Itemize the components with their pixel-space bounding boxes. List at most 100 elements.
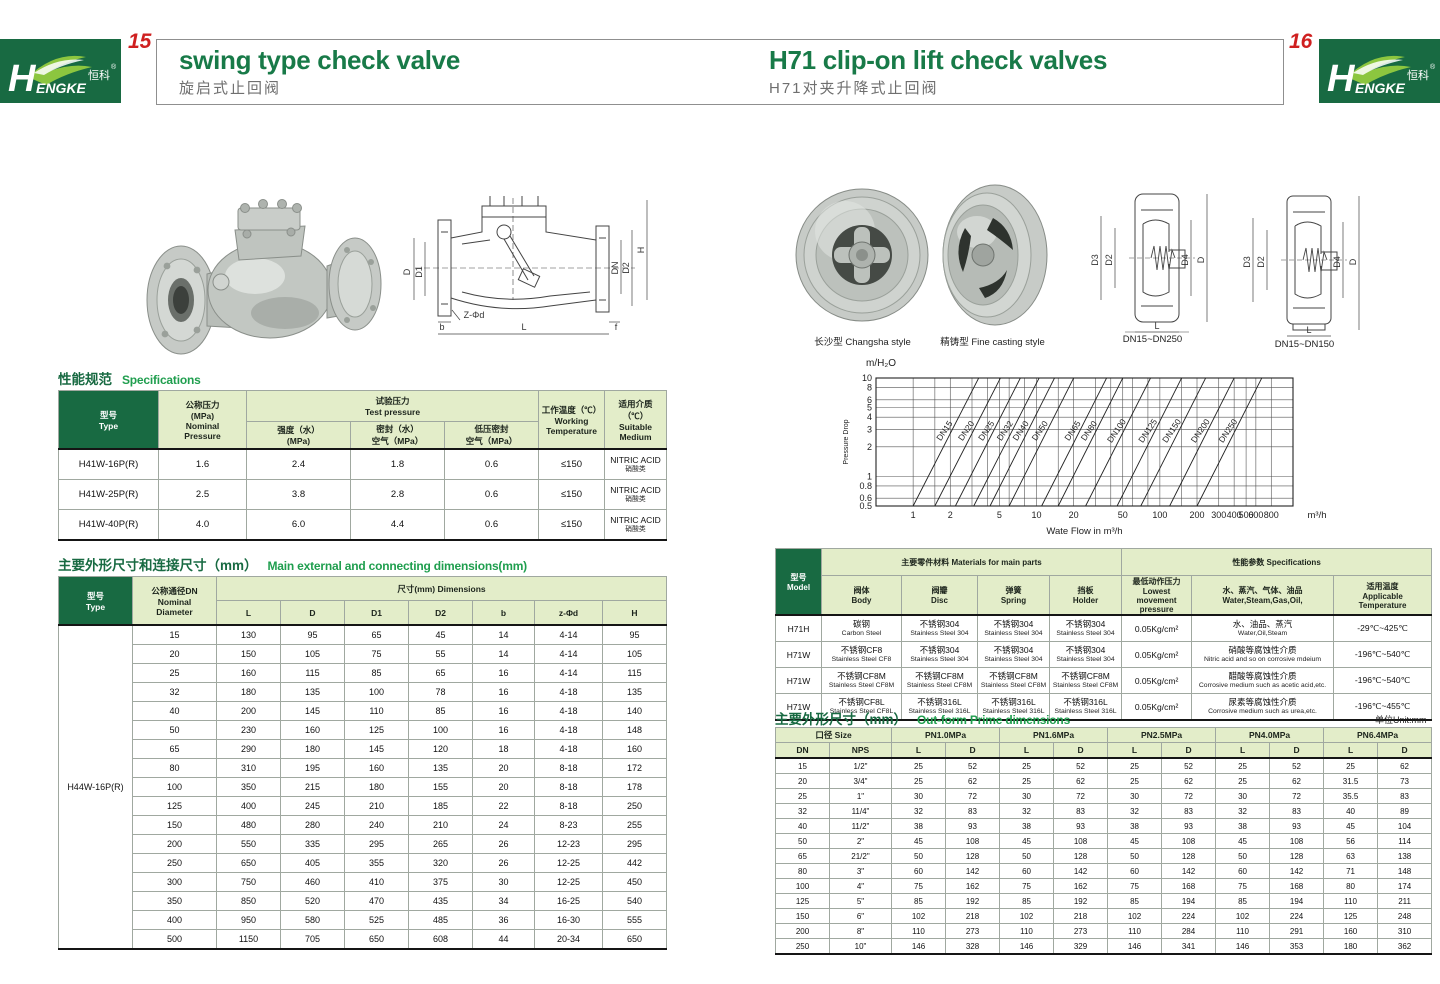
cell: 102: [1107, 908, 1163, 924]
cell: 442: [602, 853, 667, 873]
cell: 8-18: [534, 758, 603, 778]
cell: 135: [408, 758, 473, 778]
series-label: DN100: [1105, 417, 1128, 445]
wafer-valve-drawing-dn150: D3 D2 D4 D L: [1242, 195, 1360, 337]
cell: 114: [1377, 833, 1433, 849]
dim-label-D2: D2: [1104, 254, 1114, 266]
cell: 50: [891, 848, 946, 864]
cell: 22: [472, 796, 535, 816]
table-row: 100 350 215 180 155 20 8-18 178: [59, 777, 667, 797]
cell: 320: [408, 853, 473, 873]
cell: 218: [944, 908, 1001, 924]
x-tick-label: 400: [1227, 510, 1242, 520]
cell: 30: [1215, 788, 1271, 804]
cell: 31.5: [1323, 773, 1379, 789]
cell: 71: [1323, 863, 1379, 879]
cell: 75: [1215, 878, 1271, 894]
cell: 32: [132, 682, 217, 702]
cell: 30: [999, 788, 1055, 804]
cell: 1": [829, 788, 892, 804]
col-header-seal: 密封（水） 空气（MPa）: [350, 421, 445, 450]
cell: 85: [1215, 893, 1271, 909]
cell: 25: [1107, 757, 1163, 774]
y-tick-label: 1: [867, 471, 872, 481]
cell: 水、油品、蒸汽 Water,Oil,Steam: [1191, 614, 1335, 642]
cell: 52: [944, 757, 1001, 774]
cell: 328: [944, 938, 1001, 955]
cell: 60: [1107, 863, 1163, 879]
cell: 194: [1269, 893, 1325, 909]
cell: 128: [944, 848, 1001, 864]
cell: 102: [1215, 908, 1271, 924]
cell: 350: [216, 777, 281, 797]
cell: 4-18: [534, 739, 603, 759]
col-header-model: 型号 Model: [775, 548, 822, 616]
outform-heading-en: Out-form Prime dimensions: [917, 713, 1071, 727]
cell: 405: [280, 853, 345, 873]
cell: 95: [602, 624, 667, 645]
cell: 8-18: [534, 777, 603, 797]
cell: 38: [891, 818, 946, 834]
outform-section-heading: 主要外形尺寸（mm） Out-form Prime dimensions: [775, 708, 1070, 729]
cell: 60: [891, 863, 946, 879]
cell: 60: [1215, 863, 1271, 879]
cell: 185: [408, 796, 473, 816]
cell: 32: [775, 803, 830, 819]
x-tick-label: 10: [1031, 510, 1041, 520]
cell: 215: [280, 777, 345, 797]
cell: 50: [132, 720, 217, 740]
dim-label-D3: D3: [1242, 256, 1252, 268]
swing-check-valve-drawing: D D1 DN D2 H L b f Z-Φd: [402, 196, 648, 335]
cell: H41W-25P(R): [58, 479, 159, 510]
cell: 62: [1053, 773, 1109, 789]
cell: 160: [344, 758, 409, 778]
cell: 不锈钢316L Stainless Steel 316L: [901, 693, 978, 721]
cell: 不锈钢CF8M Stainless Steel CF8M: [977, 667, 1050, 694]
col-header-pn10: PN1.0MPa: [890, 727, 1001, 743]
cell: 不锈钢CF8M Stainless Steel CF8M: [1048, 667, 1123, 694]
table-row: H41W-16P(R) 1.6 2.4 1.8 0.6 ≤150 NITRIC ACID 硝酸…: [58, 448, 667, 480]
table-row: 400 950 580 525 485 36 16-30 555: [59, 910, 667, 930]
cell: 4-18: [534, 682, 603, 702]
cell: 32: [999, 803, 1055, 819]
cell: 102: [891, 908, 946, 924]
cell: 168: [1161, 878, 1217, 894]
cell: 341: [1161, 938, 1217, 955]
cell: 16: [472, 720, 535, 740]
cell: 211: [1377, 893, 1433, 909]
table-row: 500 1150 705 650 608 44 20-34 650: [59, 929, 667, 950]
cell: 750: [216, 872, 281, 892]
cell: 40: [775, 818, 830, 834]
cell: 62: [1161, 773, 1217, 789]
cell: 335: [280, 834, 345, 854]
right-page-title: H71 clip-on lift check valves H71对夹升降式止回…: [769, 46, 1107, 98]
cell: 72: [1269, 788, 1325, 804]
table-row: 80 3" 60 142 60 142 60 142 60 142 71 148: [775, 863, 1433, 879]
cell: 4-14: [534, 624, 603, 645]
cell: 24: [472, 815, 535, 835]
dim-label-b: b: [439, 322, 444, 332]
cell: 12-25: [534, 853, 603, 873]
cell: 不锈钢304 Stainless Steel 304: [1048, 614, 1123, 642]
swing-check-valve-photo: [146, 199, 382, 355]
cell: 56: [1323, 833, 1379, 849]
table-row: 350 850 520 470 435 34 16-25 540: [59, 891, 667, 911]
outform-dimensions-table: 口径 Size PN1.0MPa PN1.6MPa PN2.5MPa PN4.0…: [775, 727, 1433, 955]
sub-header-cell: L: [999, 742, 1055, 759]
dim-label-D4: D4: [1332, 256, 1342, 268]
cell: 250: [602, 796, 667, 816]
cell: 250: [132, 853, 217, 873]
cell: 25: [1215, 757, 1271, 774]
cell: 146: [999, 938, 1055, 955]
table-row: 25 160 115 85 65 16 4-14 115: [59, 663, 667, 683]
dim-label-D: D: [1196, 256, 1206, 263]
x-tick-label: 50: [1118, 510, 1128, 520]
col-header-D1: D1: [344, 600, 409, 626]
cell: 50: [1215, 848, 1271, 864]
dim-label-D: D: [1348, 258, 1358, 265]
cell: 12-23: [534, 834, 603, 854]
cell: 45: [1215, 833, 1271, 849]
cell: 不锈钢304 Stainless Steel 304: [977, 614, 1050, 642]
sub-header-cell: D: [944, 742, 1001, 759]
cell: 62: [1269, 773, 1325, 789]
